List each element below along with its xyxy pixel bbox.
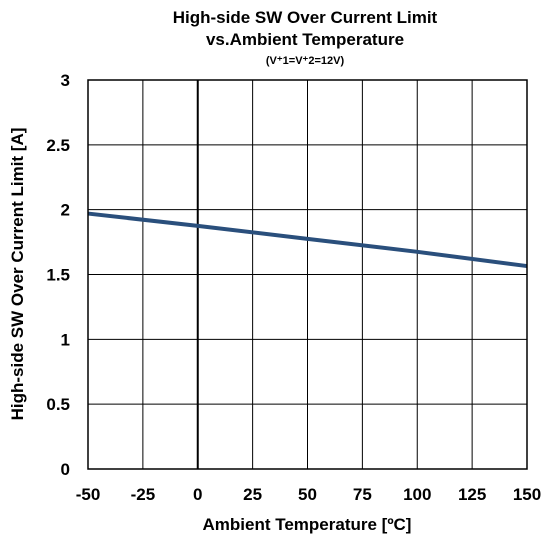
x-tick-label: 125 bbox=[458, 485, 486, 504]
chart-subtitle: (V⁺1=V⁺2=12V) bbox=[266, 55, 345, 67]
x-tick-label: 25 bbox=[243, 485, 262, 504]
y-axis-ticks: 0 0.5 1 1.5 2 2.5 3 bbox=[46, 71, 70, 479]
x-axis-label: Ambient Temperature [ºC] bbox=[203, 515, 412, 534]
y-tick-label: 3 bbox=[61, 71, 70, 90]
y-tick-label: 2 bbox=[61, 201, 70, 220]
x-tick-label: 0 bbox=[193, 485, 202, 504]
x-tick-label: 50 bbox=[298, 485, 317, 504]
y-tick-label: 0.5 bbox=[46, 395, 70, 414]
chart-title-line2: vs.Ambient Temperature bbox=[206, 30, 404, 49]
chart-title: High-side SW Over Current Limit bbox=[173, 8, 438, 27]
y-tick-label: 2.5 bbox=[46, 136, 70, 155]
x-tick-label: -50 bbox=[76, 485, 101, 504]
grid bbox=[87, 79, 528, 470]
y-tick-label: 0 bbox=[61, 460, 70, 479]
x-tick-label: 100 bbox=[403, 485, 431, 504]
x-tick-label: 150 bbox=[513, 485, 541, 504]
x-tick-label: 75 bbox=[353, 485, 372, 504]
y-tick-label: 1 bbox=[61, 330, 70, 349]
series-group bbox=[87, 211, 528, 269]
plot-frame bbox=[87, 79, 528, 470]
x-axis-ticks: -50 -25 0 25 50 75 100 125 150 bbox=[76, 485, 541, 504]
y-axis-label: High-side SW Over Current Limit [A] bbox=[8, 128, 27, 421]
y-tick-label: 1.5 bbox=[46, 266, 70, 285]
x-tick-label: -25 bbox=[131, 485, 156, 504]
series-line bbox=[87, 211, 528, 269]
